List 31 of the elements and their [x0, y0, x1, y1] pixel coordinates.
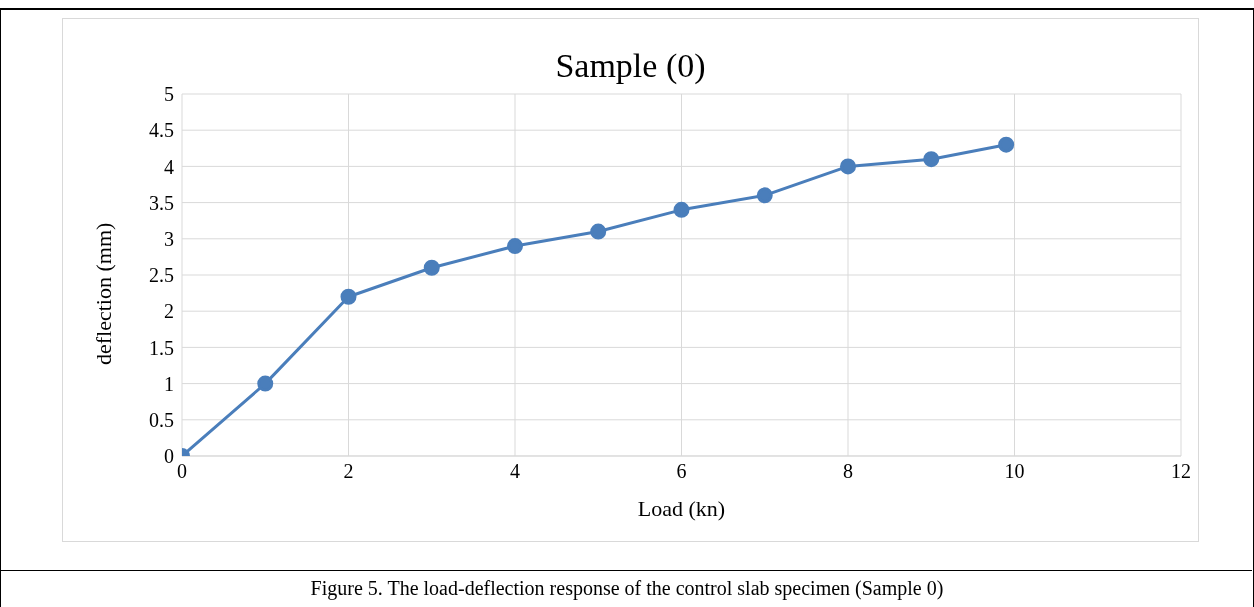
y-axis-title: deflection (mm): [90, 222, 116, 365]
y-tick-label: 4: [164, 155, 174, 178]
point: [340, 288, 357, 305]
y-tick-label: 2: [164, 300, 174, 323]
point: [673, 201, 690, 218]
point: [923, 151, 940, 168]
point: [998, 136, 1015, 153]
y-tick-label: 0: [164, 445, 174, 468]
y-tick-label: 1.5: [149, 336, 174, 359]
y-tick-label: 4.5: [149, 119, 174, 142]
y-tick-label: 5: [164, 83, 174, 106]
y-tick-label: 3.5: [149, 191, 174, 214]
chart-title: Sample (0): [554, 47, 707, 85]
point: [507, 238, 523, 255]
x-axis-title: Load (kn): [637, 496, 726, 521]
point: [423, 259, 440, 276]
x-tick-label: 10: [1004, 460, 1025, 483]
point: [840, 158, 856, 175]
point: [257, 375, 274, 392]
point: [756, 187, 773, 204]
x-tick-label: 8: [843, 460, 853, 483]
x-tick-label: 2: [343, 460, 354, 483]
y-tick-label: 1: [164, 372, 174, 395]
y-tick-label: 0.5: [149, 408, 174, 431]
x-tick-label: 4: [510, 460, 520, 483]
x-tick-label: 6: [676, 460, 687, 483]
y-tick-label: 2.5: [149, 264, 174, 287]
y-tick-label: 3: [164, 227, 174, 250]
caption: Figure 5. The load-deflection response of the control slab specimen (Sample 0): [309, 577, 945, 600]
point: [590, 223, 607, 240]
x-tick-label: 12: [1171, 460, 1191, 483]
